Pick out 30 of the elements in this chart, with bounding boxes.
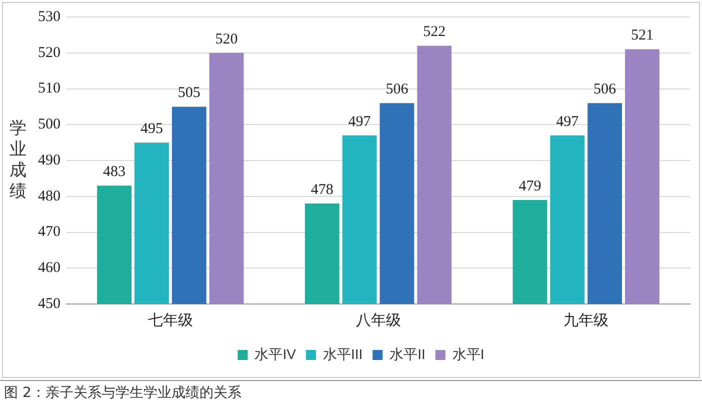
data-label: 497 xyxy=(348,114,372,130)
data-label: 506 xyxy=(386,82,409,98)
legend-label: 水平II xyxy=(390,346,426,362)
y-tick-label: 470 xyxy=(38,224,60,240)
y-tick-label: 480 xyxy=(38,188,60,204)
data-label: 505 xyxy=(178,85,200,102)
data-label: 478 xyxy=(310,182,334,198)
data-label: 497 xyxy=(556,114,580,130)
y-tick-label: 460 xyxy=(38,260,60,276)
data-label: 506 xyxy=(594,82,617,98)
y-tick-label: 490 xyxy=(38,152,60,168)
legend-label: 水平IV xyxy=(254,346,297,362)
data-label: 520 xyxy=(215,31,238,48)
y-tick-label: 500 xyxy=(38,116,60,133)
data-label: 522 xyxy=(423,24,446,40)
data-label: 479 xyxy=(518,178,542,194)
y-tick-label: 450 xyxy=(38,296,60,312)
legend-label: 水平III xyxy=(322,346,363,362)
x-tick-label: 七年级 xyxy=(148,312,193,330)
y-tick-label: 510 xyxy=(38,80,60,97)
caption: 图 2：亲子关系与学生学业成绩的关系 xyxy=(0,380,702,402)
data-label: 495 xyxy=(140,121,163,137)
y-axis-title: 学业成绩 xyxy=(10,118,26,202)
data-label: 483 xyxy=(103,164,126,180)
y-tick-label: 530 xyxy=(38,8,60,25)
y-tick-label: 520 xyxy=(38,44,60,61)
legend-label: 水平I xyxy=(452,346,484,362)
data-label: 521 xyxy=(630,28,654,44)
x-tick-label: 九年级 xyxy=(564,312,609,330)
x-tick-label: 八年级 xyxy=(356,312,401,330)
